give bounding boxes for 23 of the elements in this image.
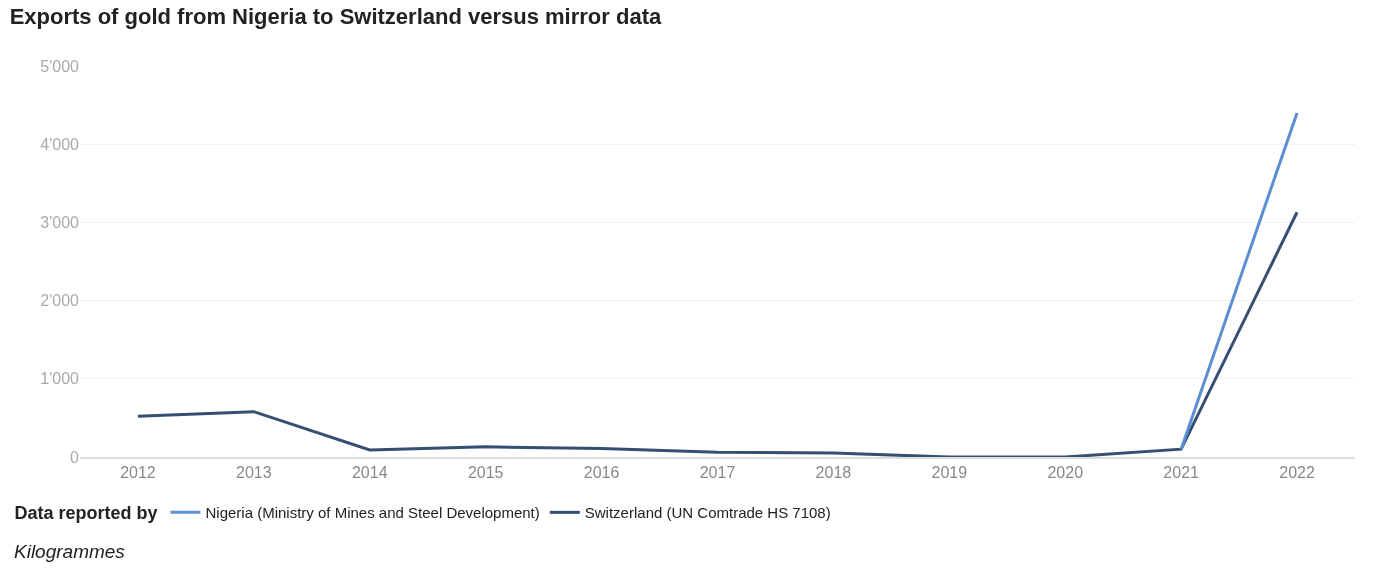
y-tick-label: 1'000: [40, 370, 80, 388]
y-tick-label: 2'000: [40, 292, 80, 310]
x-tick-label: 2021: [1163, 464, 1200, 482]
x-tick-label: 2016: [583, 464, 620, 482]
x-tick-label: 2013: [236, 464, 272, 482]
x-tick-label: 2020: [1047, 464, 1084, 482]
y-tick-label: 3'000: [40, 214, 80, 231]
x-tick-label: 2019: [931, 464, 968, 482]
legend-label: Switzerland (UN Comtrade HS 7108): [584, 504, 831, 522]
legend-title: Data reported by: [14, 503, 158, 524]
y-tick-label: 0: [70, 448, 80, 466]
y-tick-label: 5'000: [40, 57, 80, 75]
x-tick-label: 2015: [467, 464, 504, 482]
x-tick-label: 2022: [1279, 464, 1315, 482]
x-tick-label: 2012: [120, 464, 156, 482]
line-series: [136, 210, 1299, 457]
legend-label: Nigeria (Ministry of Mines and Steel Development): [205, 504, 540, 522]
x-tick-label: 2017: [699, 464, 736, 482]
y-tick-label: 4'000: [40, 135, 80, 153]
x-tick-label: 2018: [815, 464, 852, 482]
text: Kilogrammes: [14, 541, 126, 562]
x-tick-label: 2014: [351, 464, 388, 482]
chart-title: Exports of gold from Nigeria to Switzerland versus mirror data: [9, 4, 662, 30]
